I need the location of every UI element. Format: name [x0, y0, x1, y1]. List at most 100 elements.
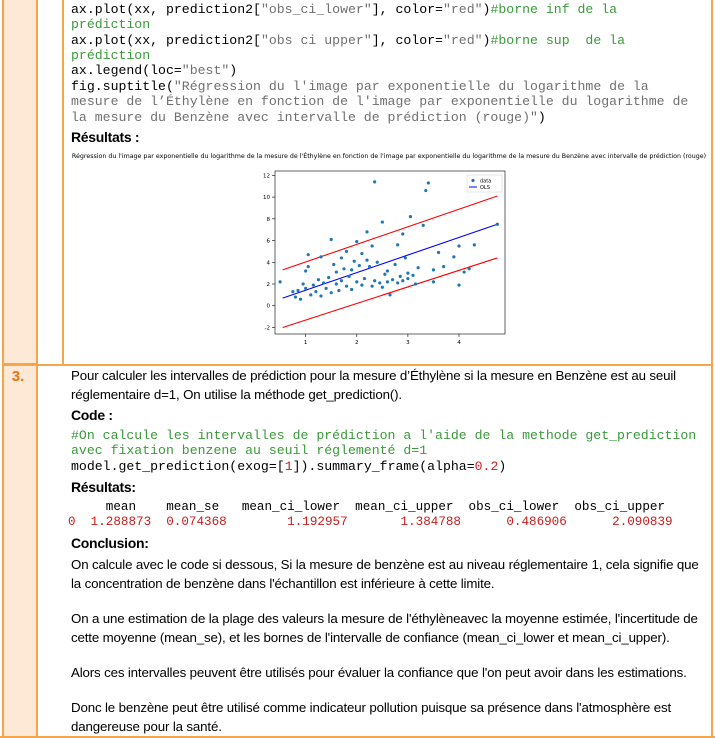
code-line-4: fig.suptitle("Régression du l'image par …	[71, 79, 649, 94]
column-divider-1	[36, 0, 38, 738]
data-point-69	[421, 223, 425, 227]
data-point-66	[411, 273, 415, 277]
data-point-59	[398, 274, 402, 279]
code-comment-1: #On calcule les intervalles de prédictio…	[71, 428, 697, 443]
data-point-8	[306, 253, 310, 257]
data-point-40	[365, 258, 369, 262]
row-divider	[36, 364, 713, 366]
data-point-9	[306, 265, 310, 269]
data-point-12	[314, 290, 318, 294]
data-point-21	[332, 262, 336, 267]
data-point-15	[319, 255, 323, 259]
data-point-17	[324, 286, 328, 290]
ols-line	[282, 223, 498, 299]
data-point-27	[342, 267, 346, 271]
data-point-56	[393, 262, 397, 267]
data-point-78	[457, 244, 461, 248]
step-number-3: 3.	[11, 368, 25, 385]
y-tick-label-4: 6	[267, 239, 271, 245]
data-point-72	[431, 280, 436, 284]
y-tick-label-5: 8	[267, 217, 271, 223]
data-point-20	[329, 237, 333, 242]
legend-label-data: data	[480, 179, 491, 185]
bottom-border	[0, 736, 715, 738]
code-line-2: ax.plot(xx, prediction2["obs ci upper"],…	[71, 33, 626, 48]
data-point-10	[309, 293, 313, 297]
data-point-74	[436, 250, 441, 255]
data-point-31	[350, 287, 354, 292]
data-point-76	[452, 255, 456, 259]
conclusion-heading: Conclusion:	[71, 535, 149, 551]
results-table-row: 0 1.288873 0.074368 1.192957 1.384788 0.…	[68, 515, 673, 529]
data-point-45	[373, 279, 377, 283]
legend-box	[466, 174, 503, 193]
code-line-3: ax.legend(loc="best")	[71, 63, 238, 78]
data-point-5	[301, 282, 305, 286]
code-line-2b: prédiction	[71, 48, 151, 63]
data-point-28	[344, 284, 349, 288]
data-point-67	[413, 282, 418, 286]
data-point-37	[360, 283, 364, 287]
data-point-41	[365, 230, 369, 234]
x-tick-label-2: 3	[406, 340, 410, 346]
data-point-64	[406, 271, 410, 275]
y-tick-label-7: 12	[263, 173, 270, 179]
results-table-header: mean mean_se mean_ci_lower mean_ci_upper…	[68, 500, 666, 514]
ci-upper-line	[282, 195, 498, 271]
data-point-50	[380, 220, 384, 224]
code-call: model.get_prediction(exog=[1]).summary_f…	[71, 459, 507, 474]
data-point-46	[373, 180, 377, 184]
data-point-58	[396, 243, 400, 247]
data-point-11	[311, 283, 315, 287]
data-point-71	[426, 181, 430, 185]
results-heading-2: Résultats:	[71, 479, 136, 495]
plot-area	[274, 170, 506, 335]
x-tick-label-0: 1	[304, 340, 308, 346]
data-point-52	[385, 280, 390, 284]
y-tick-label-2: 2	[267, 282, 271, 288]
data-point-51	[383, 272, 387, 276]
y-tick-label-6: 10	[263, 195, 270, 201]
data-point-30	[347, 274, 351, 279]
data-point-47	[375, 260, 379, 264]
data-point-26	[339, 256, 344, 260]
data-point-57	[396, 281, 400, 285]
data-point-60	[401, 279, 405, 283]
data-point-14	[319, 294, 323, 298]
x-tick-label-1: 2	[355, 340, 359, 346]
y-tick-label-1: 0	[267, 304, 271, 310]
left-cell-lower	[4, 366, 36, 736]
chart-title: Régression du l'image par exponentielle …	[71, 153, 707, 160]
data-point-43	[370, 284, 374, 288]
code-line-1: ax.plot(xx, prediction2["obs_ci_lower"],…	[71, 2, 618, 17]
data-point-23	[334, 270, 338, 274]
data-point-22	[334, 282, 338, 286]
code-comment-2: avec fixation benzene au seuil réglement…	[71, 443, 428, 458]
data-point-29	[344, 249, 349, 254]
data-point-68	[416, 266, 420, 270]
data-point-7	[304, 269, 308, 273]
data-point-25	[339, 279, 344, 283]
conclusion-paragraph-2: On a une estimation de la plage des vale…	[71, 611, 698, 645]
data-point-35	[355, 240, 359, 244]
code-heading: Code :	[71, 407, 113, 423]
data-point-80	[467, 267, 471, 271]
x-tick-label-3: 4	[457, 340, 461, 346]
data-point-24	[337, 288, 341, 293]
data-point-38	[360, 251, 364, 256]
data-point-49	[380, 285, 384, 289]
data-point-1	[291, 290, 295, 294]
data-point-61	[401, 232, 405, 236]
y-tick-label-3: 4	[267, 260, 271, 266]
legend-marker-data	[471, 178, 475, 183]
data-point-36	[357, 263, 361, 268]
data-point-0	[278, 280, 282, 284]
data-point-48	[378, 281, 382, 285]
data-point-19	[329, 291, 333, 295]
ci-lower-line	[282, 257, 498, 329]
data-point-42	[367, 265, 372, 269]
code-line-6: la mesure du Benzène avec intervalle de …	[71, 110, 546, 125]
data-point-70	[424, 188, 428, 193]
data-point-54	[388, 293, 392, 297]
